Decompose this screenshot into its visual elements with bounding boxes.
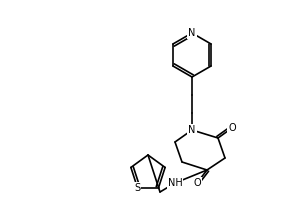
Text: N: N — [188, 125, 196, 135]
Text: O: O — [228, 123, 236, 133]
Text: N: N — [188, 28, 196, 38]
Text: S: S — [134, 183, 140, 193]
Text: O: O — [193, 178, 201, 188]
Text: NH: NH — [168, 178, 182, 188]
